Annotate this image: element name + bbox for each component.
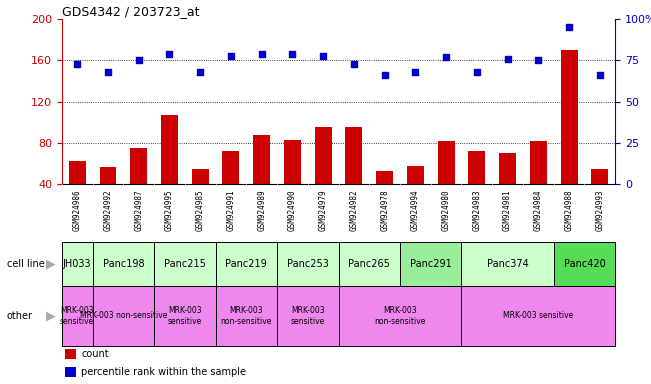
Text: GSM924984: GSM924984 bbox=[534, 189, 543, 230]
Text: MRK-003
non-sensitive: MRK-003 non-sensitive bbox=[374, 306, 426, 326]
Bar bbox=[530, 141, 547, 225]
Text: GSM924989: GSM924989 bbox=[257, 189, 266, 230]
Bar bbox=[69, 161, 86, 225]
Bar bbox=[346, 127, 363, 225]
Text: GSM924994: GSM924994 bbox=[411, 189, 420, 230]
Text: percentile rank within the sample: percentile rank within the sample bbox=[81, 367, 246, 377]
Text: ▶: ▶ bbox=[46, 258, 55, 270]
Point bbox=[503, 56, 513, 62]
Text: MRK-003
non-sensitive: MRK-003 non-sensitive bbox=[221, 306, 272, 326]
Bar bbox=[554, 242, 615, 286]
Point bbox=[564, 25, 574, 31]
Point bbox=[103, 69, 113, 75]
Bar bbox=[130, 148, 147, 225]
Bar bbox=[62, 286, 92, 346]
Text: Panc198: Panc198 bbox=[102, 259, 144, 269]
Bar bbox=[92, 242, 154, 286]
Text: GSM924995: GSM924995 bbox=[165, 189, 174, 230]
Bar bbox=[462, 286, 615, 346]
Text: GSM924979: GSM924979 bbox=[318, 189, 327, 230]
Text: GSM924990: GSM924990 bbox=[288, 189, 297, 230]
Text: other: other bbox=[7, 311, 33, 321]
Bar bbox=[223, 151, 240, 225]
Bar bbox=[314, 127, 331, 225]
Bar bbox=[100, 167, 117, 225]
Text: Panc374: Panc374 bbox=[487, 259, 529, 269]
Text: GSM924991: GSM924991 bbox=[227, 189, 236, 230]
Bar bbox=[161, 115, 178, 225]
Bar bbox=[437, 141, 454, 225]
Point bbox=[318, 53, 328, 59]
Point bbox=[594, 72, 605, 78]
Text: ▶: ▶ bbox=[46, 310, 55, 322]
Text: GSM924980: GSM924980 bbox=[441, 189, 450, 230]
Point bbox=[164, 51, 174, 57]
Text: GSM924978: GSM924978 bbox=[380, 189, 389, 230]
Text: GSM924987: GSM924987 bbox=[134, 189, 143, 230]
Bar bbox=[192, 169, 208, 225]
Text: MRK-003
sensitive: MRK-003 sensitive bbox=[168, 306, 202, 326]
Text: cell line: cell line bbox=[7, 259, 44, 269]
Text: GSM924988: GSM924988 bbox=[564, 189, 574, 230]
Bar bbox=[284, 140, 301, 225]
Bar bbox=[253, 135, 270, 225]
Text: Panc291: Panc291 bbox=[410, 259, 452, 269]
Bar bbox=[469, 151, 485, 225]
Text: JH033: JH033 bbox=[63, 259, 92, 269]
Text: GSM924992: GSM924992 bbox=[104, 189, 113, 230]
Bar bbox=[339, 242, 400, 286]
Text: GSM924983: GSM924983 bbox=[473, 189, 481, 230]
Point bbox=[441, 54, 451, 60]
Point bbox=[410, 69, 421, 75]
Point bbox=[349, 61, 359, 67]
Bar bbox=[339, 286, 462, 346]
Text: MRK-003
sensitive: MRK-003 sensitive bbox=[60, 306, 94, 326]
Bar bbox=[62, 242, 92, 286]
Text: GSM924981: GSM924981 bbox=[503, 189, 512, 230]
Bar bbox=[92, 286, 154, 346]
Point bbox=[226, 53, 236, 59]
Text: GSM924993: GSM924993 bbox=[595, 189, 604, 230]
Bar bbox=[64, 349, 76, 359]
Text: Panc253: Panc253 bbox=[287, 259, 329, 269]
Text: count: count bbox=[81, 349, 109, 359]
Point bbox=[256, 51, 267, 57]
Text: MRK-003 sensitive: MRK-003 sensitive bbox=[503, 311, 574, 320]
Point bbox=[287, 51, 298, 57]
Point bbox=[380, 72, 390, 78]
Bar bbox=[499, 153, 516, 225]
Point bbox=[471, 69, 482, 75]
Point bbox=[195, 69, 205, 75]
Text: Panc265: Panc265 bbox=[348, 259, 390, 269]
Bar bbox=[376, 171, 393, 225]
Point bbox=[533, 58, 544, 64]
Text: MRK-003
sensitive: MRK-003 sensitive bbox=[290, 306, 325, 326]
Bar bbox=[215, 242, 277, 286]
Text: Panc215: Panc215 bbox=[164, 259, 206, 269]
Bar bbox=[591, 169, 608, 225]
Text: GDS4342 / 203723_at: GDS4342 / 203723_at bbox=[62, 5, 199, 18]
Text: GSM924982: GSM924982 bbox=[350, 189, 359, 230]
Bar bbox=[154, 286, 215, 346]
Text: MRK-003 non-sensitive: MRK-003 non-sensitive bbox=[79, 311, 167, 320]
Bar bbox=[561, 50, 577, 225]
Text: GSM924985: GSM924985 bbox=[196, 189, 204, 230]
Bar bbox=[277, 242, 339, 286]
Bar bbox=[154, 242, 215, 286]
Bar bbox=[462, 242, 554, 286]
Point bbox=[133, 58, 144, 64]
Text: Panc420: Panc420 bbox=[564, 259, 605, 269]
Bar bbox=[407, 166, 424, 225]
Bar bbox=[215, 286, 277, 346]
Point bbox=[72, 61, 83, 67]
Bar bbox=[400, 242, 462, 286]
Bar bbox=[64, 367, 76, 377]
Bar bbox=[277, 286, 339, 346]
Text: Panc219: Panc219 bbox=[225, 259, 267, 269]
Text: GSM924986: GSM924986 bbox=[73, 189, 82, 230]
